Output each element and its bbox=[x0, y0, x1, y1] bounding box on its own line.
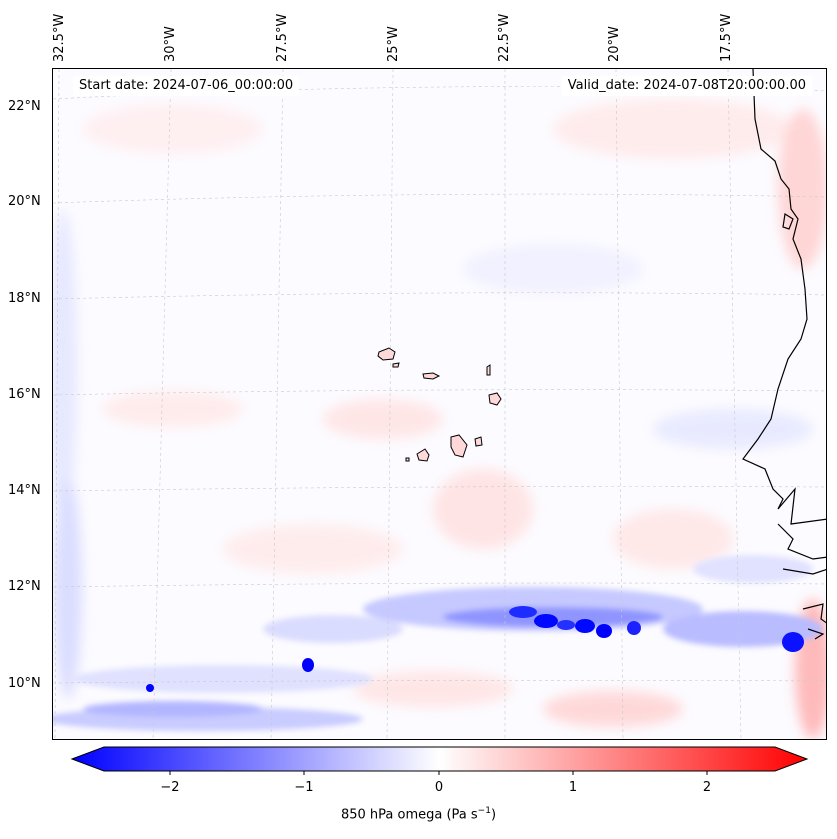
colorbar-tick-label: −2 bbox=[160, 780, 180, 795]
lat-tick-label: 10°N bbox=[8, 676, 41, 691]
start-date-label: Start date: 2024-07-06_00:00:00 bbox=[73, 76, 300, 96]
lon-tick-label: 32.5°W bbox=[52, 13, 67, 62]
valid-date-label: Valid_date: 2024-07-08T20:00:00.00 bbox=[561, 76, 812, 96]
map-panel bbox=[52, 68, 827, 740]
colorbar bbox=[70, 746, 809, 775]
lon-tick-label: 20°W bbox=[607, 26, 622, 62]
colorbar-label-exponent: −1 bbox=[477, 806, 491, 816]
colorbar-tick-label: 1 bbox=[568, 780, 578, 795]
lat-tick-label: 16°N bbox=[8, 387, 41, 402]
lat-tick-label: 22°N bbox=[8, 99, 41, 114]
lon-tick-label: 27.5°W bbox=[275, 13, 290, 62]
islands bbox=[377, 347, 502, 462]
colorbar-tick-label: −1 bbox=[294, 780, 314, 795]
lon-tick-label: 30°W bbox=[163, 26, 178, 62]
colorbar-label: 850 hPa omega (Pa s−1) bbox=[0, 806, 837, 822]
lon-tick-label: 25°W bbox=[386, 26, 401, 62]
omega-field bbox=[53, 69, 826, 739]
lat-tick-label: 20°N bbox=[8, 194, 41, 209]
colorbar-label-text: 850 hPa omega (Pa s bbox=[340, 807, 478, 823]
coastline bbox=[742, 69, 826, 640]
colorbar-tick-label: 0 bbox=[434, 780, 444, 795]
lat-tick-label: 12°N bbox=[8, 579, 41, 594]
lon-tick-label: 22.5°W bbox=[497, 13, 512, 62]
colorbar-tick-label: 2 bbox=[702, 780, 712, 795]
lat-tick-label: 18°N bbox=[8, 291, 41, 306]
colorbar-label-suffix: ) bbox=[490, 807, 497, 823]
lat-tick-label: 14°N bbox=[8, 483, 41, 498]
lon-tick-label: 17.5°W bbox=[719, 13, 734, 62]
